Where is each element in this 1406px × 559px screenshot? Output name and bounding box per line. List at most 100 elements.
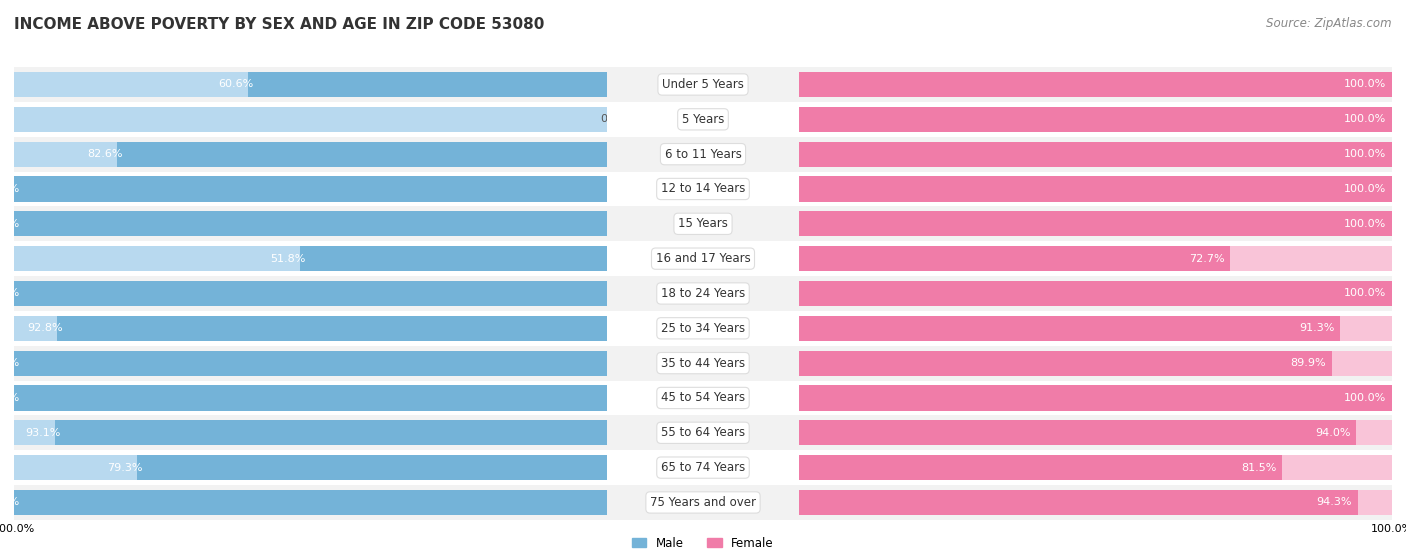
Bar [14,311,606,345]
Text: 79.3%: 79.3% [107,463,142,472]
Text: INCOME ABOVE POVERTY BY SEX AND AGE IN ZIP CODE 53080: INCOME ABOVE POVERTY BY SEX AND AGE IN Z… [14,17,544,32]
Bar [800,490,1392,515]
Text: 5 Years: 5 Years [682,113,724,126]
Text: 75 Years and over: 75 Years and over [650,496,756,509]
Bar [800,281,1392,306]
Bar [800,177,1392,202]
Text: 0.0%: 0.0% [600,115,628,124]
Bar [800,141,1392,167]
Bar [800,281,1392,306]
Text: 82.6%: 82.6% [87,149,124,159]
Bar [14,415,606,450]
Text: 100.0%: 100.0% [1344,288,1386,299]
Bar [800,485,1392,520]
Bar [606,241,800,276]
Bar [800,172,1392,206]
Text: 89.9%: 89.9% [1291,358,1326,368]
Bar [800,72,1392,97]
Text: 100.0%: 100.0% [1344,184,1386,194]
Bar [606,311,800,345]
Bar [800,385,1392,410]
Bar [14,420,606,446]
Bar [606,415,800,450]
Text: 100.0%: 100.0% [0,288,20,299]
Bar [14,177,606,202]
Bar [800,316,1392,341]
Bar [14,172,606,206]
Bar [14,350,606,376]
Bar [606,345,800,381]
Bar [56,316,606,341]
Bar [14,450,606,485]
Bar [800,177,1392,202]
Bar [606,276,800,311]
Text: 100.0%: 100.0% [0,358,20,368]
Text: 100.0%: 100.0% [0,184,20,194]
Bar [800,246,1392,271]
Bar [800,450,1392,485]
Bar [299,246,606,271]
Bar [800,381,1392,415]
Bar [800,385,1392,410]
Bar [800,345,1392,381]
Text: 18 to 24 Years: 18 to 24 Years [661,287,745,300]
Bar [14,137,606,172]
Text: 100.0%: 100.0% [0,219,20,229]
Bar [606,381,800,415]
Text: 60.6%: 60.6% [218,79,253,89]
Bar [606,485,800,520]
Bar [14,67,606,102]
Bar [800,415,1392,450]
Bar [14,276,606,311]
Bar [14,490,606,515]
Text: Source: ZipAtlas.com: Source: ZipAtlas.com [1267,17,1392,30]
Text: 100.0%: 100.0% [0,498,20,508]
Bar [800,311,1392,345]
Bar [55,420,606,446]
Text: 100.0%: 100.0% [1344,219,1386,229]
Bar [800,455,1282,480]
Bar [800,350,1331,376]
Bar [800,316,1340,341]
Bar [800,455,1392,480]
Bar [14,385,606,410]
Bar [606,67,800,102]
Text: 16 and 17 Years: 16 and 17 Years [655,252,751,265]
Legend: Male, Female: Male, Female [628,533,778,553]
Bar [14,211,606,236]
Bar [14,350,606,376]
Text: 51.8%: 51.8% [270,254,305,264]
Bar [136,455,606,480]
Bar [800,67,1392,102]
Bar [606,137,800,172]
Bar [800,420,1357,446]
Text: 91.3%: 91.3% [1299,323,1334,333]
Text: 45 to 54 Years: 45 to 54 Years [661,391,745,405]
Bar [14,107,606,132]
Bar [14,246,606,271]
Text: 72.7%: 72.7% [1188,254,1225,264]
Bar [800,350,1392,376]
Text: 100.0%: 100.0% [0,393,20,403]
Bar [800,241,1392,276]
Bar [800,276,1392,311]
Bar [800,107,1392,132]
Text: 100.0%: 100.0% [1344,79,1386,89]
Bar [14,141,606,167]
Bar [14,241,606,276]
Text: 6 to 11 Years: 6 to 11 Years [665,148,741,160]
Bar [606,102,800,137]
Text: 94.3%: 94.3% [1317,498,1353,508]
Text: 25 to 34 Years: 25 to 34 Years [661,322,745,335]
Bar [14,102,606,137]
Bar [117,141,606,167]
Text: Under 5 Years: Under 5 Years [662,78,744,91]
Text: 92.8%: 92.8% [27,323,63,333]
Bar [14,490,606,515]
Bar [14,316,606,341]
Text: 55 to 64 Years: 55 to 64 Years [661,427,745,439]
Bar [800,420,1392,446]
Text: 100.0%: 100.0% [1344,115,1386,124]
Text: 94.0%: 94.0% [1315,428,1351,438]
Bar [800,72,1392,97]
